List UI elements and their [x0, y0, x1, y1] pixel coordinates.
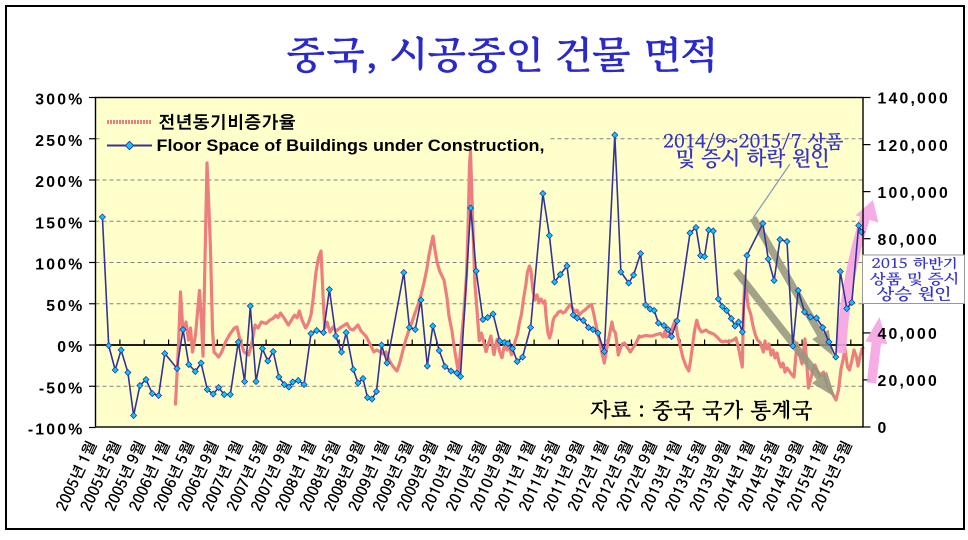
svg-text:80,000: 80,000 [878, 232, 940, 249]
svg-text:100%: 100% [35, 257, 84, 274]
svg-text:200%: 200% [35, 174, 84, 191]
svg-text:0: 0 [878, 420, 889, 437]
svg-text:0%: 0% [57, 339, 84, 356]
svg-text:40,000: 40,000 [878, 326, 940, 343]
svg-text:20,000: 20,000 [878, 373, 940, 390]
svg-text:250%: 250% [35, 133, 84, 150]
svg-text:120,000: 120,000 [878, 138, 951, 155]
svg-text:100,000: 100,000 [878, 185, 951, 202]
svg-text:50%: 50% [46, 298, 84, 315]
svg-text:Floor Space of Buildings under: Floor Space of Buildings under Construct… [157, 136, 545, 155]
svg-text:-100%: -100% [28, 422, 85, 439]
svg-text:300%: 300% [35, 92, 84, 109]
svg-text:140,000: 140,000 [878, 91, 951, 108]
svg-text:150%: 150% [35, 215, 84, 232]
svg-text:-50%: -50% [39, 380, 85, 397]
